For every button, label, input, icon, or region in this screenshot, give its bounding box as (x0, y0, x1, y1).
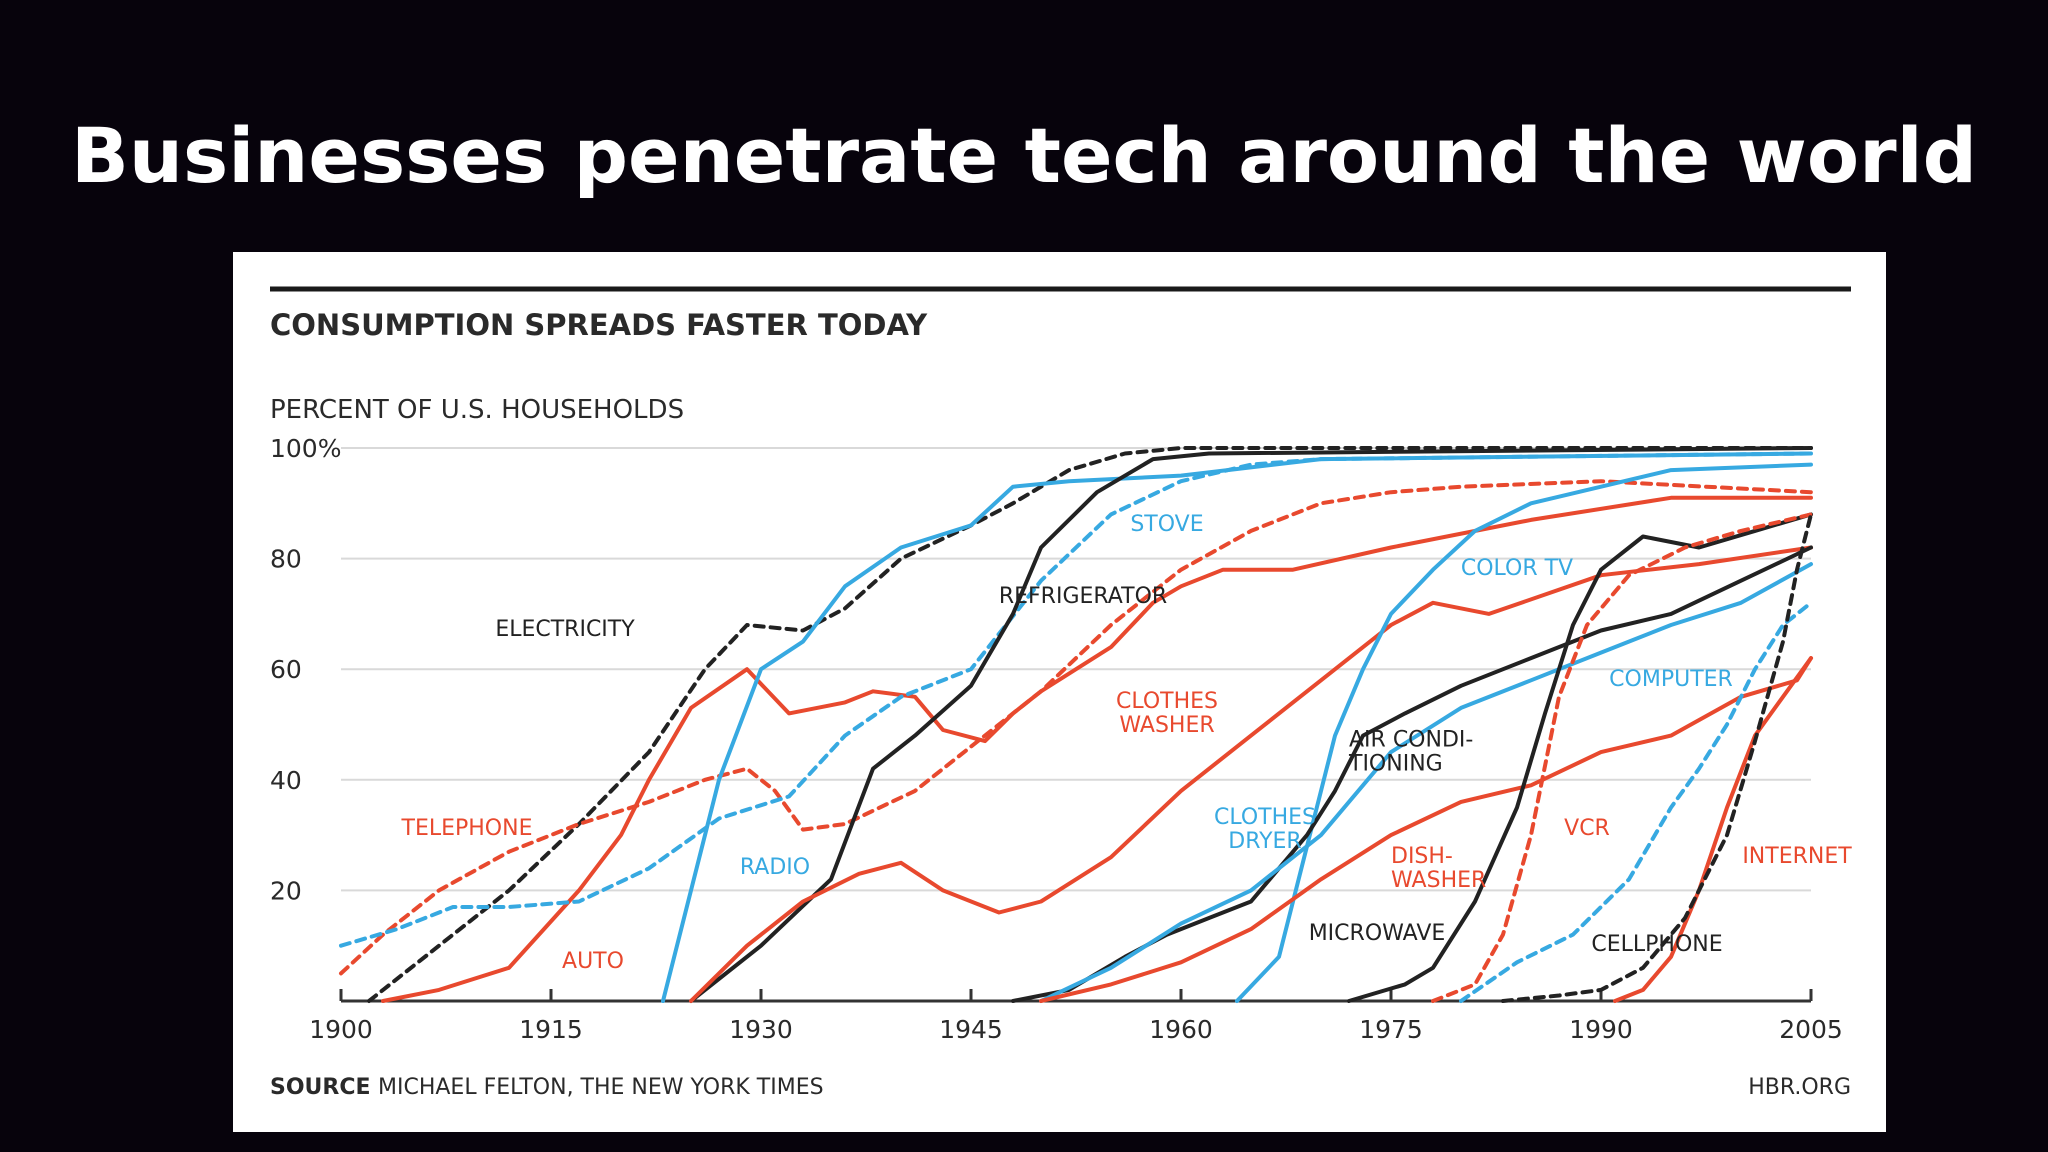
slide-title: Businesses penetrate tech around the wor… (70, 111, 1978, 200)
chart-panel: CONSUMPTION SPREADS FASTER TODAY PERCENT… (233, 252, 1886, 1132)
series-line-microwave (1347, 512, 1813, 1003)
series-line-vcr (1431, 512, 1813, 1003)
series-label-computer: COMPUTER (1609, 667, 1733, 692)
series-label-microwave: MICROWAVE (1309, 921, 1446, 946)
x-tick-label-2005: 2005 (1779, 1015, 1843, 1044)
series-label-auto: AUTO (562, 949, 624, 974)
series-label-color-tv: COLOR TV (1461, 556, 1573, 581)
source-text: MICHAEL FELTON, THE NEW YORK TIMES (378, 1075, 824, 1100)
series-labels: ELECTRICITY TELEPHONE AUTO STOVE RADIO REFRIG… (401, 512, 1853, 974)
series-label-stove: STOVE (1130, 512, 1203, 537)
series-line-stove (339, 451, 1813, 948)
y-axis-label: PERCENT OF U.S. HOUSEHOLDS (270, 395, 684, 425)
series-label-clothes-washer-2: WASHER (1119, 713, 1214, 738)
x-tick-label-1915: 1915 (519, 1015, 583, 1044)
credit-label: HBR.ORG (1748, 1075, 1851, 1100)
series-label-dishwasher-1: DISH- (1391, 844, 1453, 869)
series-label-telephone: TELEPHONE (401, 816, 533, 841)
series-label-internet: INTERNET (1742, 844, 1852, 869)
series-line-cellphone (1501, 512, 1813, 1003)
series-label-clothes-washer-1: CLOTHES (1116, 689, 1218, 714)
y-tick-label-40: 40 (270, 766, 302, 795)
series-line-electricity (367, 446, 1813, 1003)
series-label-dishwasher-2: WASHER (1391, 868, 1486, 893)
y-tick-label-80: 80 (270, 545, 302, 574)
x-tick-label-1945: 1945 (939, 1015, 1003, 1044)
series-label-cellphone: CELLPHONE (1591, 932, 1722, 957)
series-label-radio: RADIO (740, 855, 810, 880)
source-label: SOURCE (270, 1075, 371, 1100)
x-tick-label-1960: 1960 (1149, 1015, 1213, 1044)
series-line-clothes-dryer (1039, 562, 1813, 1003)
series-line-auto (381, 495, 1813, 1003)
series-line-telephone (339, 479, 1813, 976)
y-tick-label-60: 60 (270, 655, 302, 684)
line-chart: CONSUMPTION SPREADS FASTER TODAY PERCENT… (270, 286, 1853, 1100)
y-tick-label-20: 20 (270, 876, 302, 905)
series-line-clothes-washer (689, 545, 1813, 1003)
x-tick-label-1900: 1900 (309, 1015, 373, 1044)
series-line-radio (661, 451, 1813, 1003)
y-tick-labels: 100% 80 60 40 20 (270, 434, 341, 905)
gridlines (339, 447, 1813, 1003)
series-line-internet (1613, 656, 1813, 1003)
series-label-vcr: VCR (1564, 816, 1610, 841)
series-line-refrigerator (689, 446, 1813, 1003)
series-label-clothes-dryer-2: DRYER (1228, 829, 1301, 854)
chart-title: CONSUMPTION SPREADS FASTER TODAY (270, 308, 928, 342)
series-line-color-tv (1235, 462, 1813, 1003)
x-tick-label-1975: 1975 (1359, 1015, 1423, 1044)
series-label-refrigerator: REFRIGERATOR (999, 584, 1167, 609)
series-line-computer (1459, 600, 1813, 1003)
series-lines (339, 446, 1813, 1003)
series-label-clothes-dryer-1: CLOTHES (1214, 805, 1316, 830)
y-tick-label-100: 100% (270, 434, 341, 463)
series-label-air-conditioning-1: AIR CONDI- (1349, 728, 1473, 753)
series-label-electricity: ELECTRICITY (495, 617, 635, 642)
series-label-air-conditioning-2: TIONING (1348, 752, 1443, 777)
x-tick-label-1990: 1990 (1569, 1015, 1633, 1044)
x-tick-label-1930: 1930 (729, 1015, 793, 1044)
x-tick-labels: 1900 1915 1930 1945 1960 1975 1990 2005 (309, 1015, 1843, 1044)
